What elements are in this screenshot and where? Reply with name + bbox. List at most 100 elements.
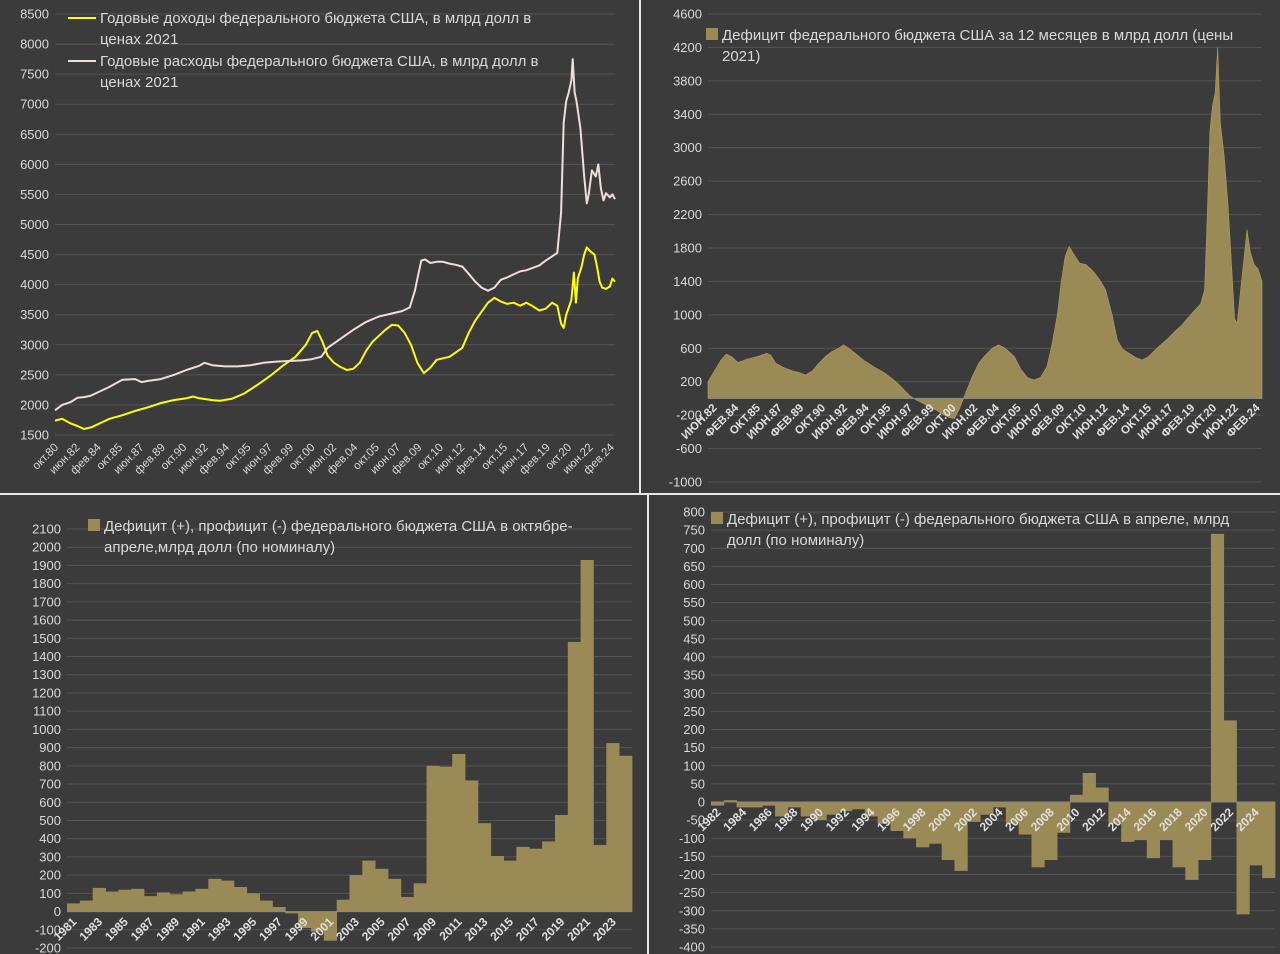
p4-bar-2022 — [1223, 720, 1237, 802]
p3-ytick-label: 700 — [39, 777, 61, 792]
p3-ytick-label: 100 — [39, 886, 61, 901]
p3-bar-2023 — [606, 743, 620, 912]
p4-bar-2015 — [1134, 802, 1148, 841]
p3-ytick-label: 600 — [39, 795, 61, 810]
p3-bar-1984 — [105, 891, 119, 912]
p3-ytick-label: 1800 — [32, 576, 61, 591]
p4-ytick-label: 50 — [691, 776, 705, 791]
p3-bar-2011 — [452, 754, 466, 912]
p3-bar-2019 — [555, 815, 569, 912]
p4-bar-1996 — [890, 802, 904, 831]
p2-ytick-label: 4200 — [673, 40, 702, 55]
p4-ytick-label: 100 — [683, 758, 705, 773]
p4-bar-2000 — [941, 802, 955, 860]
p1-legend-label: Годовые расходы федерального бюджета США… — [100, 53, 539, 70]
p4-bar-1993 — [852, 802, 866, 810]
p4-ytick-label: 450 — [683, 631, 705, 646]
p3-bar-2013 — [477, 823, 492, 912]
p4-ytick-label: 650 — [683, 559, 705, 574]
p4-bar-2013 — [1108, 802, 1122, 824]
p3-bar-2016 — [516, 846, 530, 912]
p3-ytick-label: 1700 — [32, 594, 61, 609]
p4-bar-1989 — [800, 802, 814, 817]
p3-bar-1988 — [156, 892, 171, 912]
p3-ytick-label: 500 — [39, 813, 61, 828]
p4-ytick-label: 200 — [683, 722, 705, 737]
p4-legend-label: Дефицит (+), профицит (-) федерального б… — [727, 511, 1229, 528]
p4-bar-1982 — [711, 802, 725, 806]
p1-ytick-label: 4500 — [20, 247, 49, 262]
p4-bar-2019 — [1185, 802, 1199, 880]
p1-ytick-label: 6500 — [20, 127, 49, 142]
p2-legend-label: 2021) — [722, 48, 760, 65]
p4-ytick-label: 550 — [683, 595, 705, 610]
p2-ytick-label: 600 — [680, 341, 702, 356]
p4-bar-2002 — [967, 802, 981, 822]
p3-bar-1996 — [259, 900, 273, 912]
p4-bar-2012 — [1095, 787, 1109, 802]
p4-ytick-label: -400 — [679, 940, 705, 954]
p2-ytick-label: 3000 — [673, 140, 702, 155]
deficit-oct-apr-bar-chart: -200 -100 0 100 200 300 400 500 600 700 800 900 1000… — [32, 518, 633, 954]
p4-legend-label: долл (по номиналу) — [727, 532, 864, 549]
p2-ytick-label: 4600 — [673, 7, 702, 22]
p4-ytick-label: -150 — [679, 849, 705, 864]
p4-bar-2010 — [1069, 794, 1084, 803]
p4-bar-1995 — [877, 802, 891, 824]
p3-ytick-label: 200 — [39, 868, 61, 883]
p4-bar-1985 — [749, 802, 763, 808]
p3-bar-2017 — [529, 848, 543, 912]
p3-ytick-label: 1500 — [32, 631, 61, 646]
p3-ytick-label: 1900 — [32, 558, 61, 573]
p2-ytick-label: -1000 — [669, 475, 702, 490]
p3-bar-2006 — [388, 878, 402, 912]
p4-bar-2006 — [1018, 802, 1032, 835]
p3-bar-1986 — [131, 888, 145, 912]
p1-ytick-label: 4000 — [20, 277, 49, 292]
p3-bar-1997 — [272, 907, 286, 912]
p3-ytick-label: 300 — [39, 849, 61, 864]
p4-bar-2024 — [1249, 802, 1263, 866]
p3-ytick-label: 2000 — [32, 540, 61, 555]
p4-ytick-label: 300 — [683, 686, 705, 701]
p2-ytick-label: 2200 — [673, 207, 702, 222]
p3-ytick-label: 1200 — [32, 685, 61, 700]
p2-ytick-label: -200 — [676, 408, 702, 423]
deficit-area — [707, 47, 1263, 419]
p3-ytick-label: 1000 — [32, 722, 61, 737]
p2-legend-swatch — [706, 28, 718, 40]
p3-bar-1998 — [285, 911, 299, 914]
revenue-series-line — [54, 246, 616, 430]
p4-bar-1999 — [928, 802, 943, 844]
p1-ytick-label: 2000 — [20, 397, 49, 412]
p4-bar-2007 — [1031, 802, 1045, 868]
p4-bar-2018 — [1172, 802, 1186, 868]
p2-ytick-label: 3800 — [673, 73, 702, 88]
p4-bar-2020 — [1198, 802, 1212, 860]
p3-ytick-label: 900 — [39, 740, 61, 755]
p1-ytick-label: 3000 — [20, 337, 49, 352]
p3-bar-2007 — [400, 897, 415, 912]
p4-bar-1984 — [736, 802, 750, 808]
p3-ytick-label: 1400 — [32, 649, 61, 664]
p4-ytick-label: -50 — [686, 813, 705, 828]
p2-ytick-label: 1400 — [673, 274, 702, 289]
p2-ytick-label: 3400 — [673, 107, 702, 122]
p4-ytick-label: -300 — [679, 903, 705, 918]
p4-ytick-label: 400 — [683, 650, 705, 665]
p4-bar-undefined — [1262, 802, 1276, 879]
p4-bar-1990 — [813, 802, 827, 821]
p2-ytick-label: 1800 — [673, 241, 702, 256]
p3-legend-label: Дефицит (+), профицит (-) федерального б… — [104, 518, 573, 535]
p4-bar-2016 — [1146, 802, 1160, 859]
p4-bar-1987 — [775, 802, 789, 817]
p1-ytick-label: 6000 — [20, 157, 49, 172]
p3-bar-2003 — [349, 875, 363, 912]
p4-ytick-label: 750 — [683, 523, 705, 538]
p3-bar-2024 — [619, 755, 633, 912]
p3-bar-2010 — [439, 766, 453, 912]
p4-bar-1983 — [723, 800, 737, 802]
p3-ytick-label: -200 — [35, 941, 61, 954]
p1-ytick-label: 5500 — [20, 187, 49, 202]
p3-ytick-label: 1300 — [32, 667, 61, 682]
